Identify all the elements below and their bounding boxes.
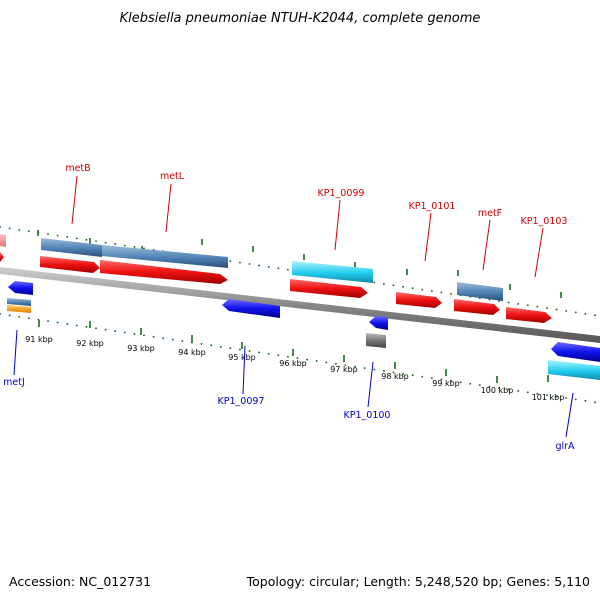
ruler-label: 96 kbp (279, 359, 307, 368)
gene-label-KP1_0103[interactable]: KP1_0103 (521, 216, 568, 227)
bottom-gene-labels: metJ KP1_0097 KP1_0100 glrA (3, 377, 575, 452)
genome-summary-text: Topology: circular; Length: 5,248,520 bp… (246, 574, 590, 589)
ruler-label: 100 kbp (481, 386, 514, 395)
ruler-label: 91 kbp (25, 335, 53, 344)
gene-label-metL[interactable]: metL (160, 171, 185, 182)
gene-label-KP1_0101[interactable]: KP1_0101 (409, 201, 456, 212)
forward-cds-track (0, 252, 552, 323)
ruler-label: 95 kbp (228, 353, 256, 362)
outer-major-ticks (37, 230, 562, 298)
gene-label-metF[interactable]: metF (478, 208, 502, 219)
cds-arrow-KP1_0099[interactable] (290, 279, 368, 298)
gene-label-metB[interactable]: metB (65, 163, 90, 174)
gene-feature-KP1_0099[interactable] (292, 261, 373, 283)
cds-arrow-metL[interactable] (100, 260, 228, 284)
ruler-label: 97 kbp (330, 365, 358, 374)
map-title: Klebsiella pneumoniae NTUH-K2044, comple… (120, 11, 481, 26)
forward-gene-track (0, 234, 503, 301)
gene-feature-metF[interactable] (457, 282, 503, 301)
gene-label-KP1_0099[interactable]: KP1_0099 (318, 188, 365, 199)
ruler-label: 99 kbp (432, 379, 460, 388)
gene-feature-metL[interactable] (102, 245, 228, 268)
gene-label-glrA[interactable]: glrA (555, 441, 575, 452)
cds-arrow-KP1_0101[interactable] (396, 292, 442, 308)
cds-arrow-metJ[interactable] (8, 281, 33, 295)
inner-major-ticks (38, 320, 549, 383)
cds-arrow-metB[interactable] (40, 256, 100, 273)
gene-feature-KP1_0100[interactable] (366, 333, 386, 348)
accession-text: Accession: NC_012731 (9, 574, 151, 589)
cds-arrow-KP1_0097[interactable] (222, 299, 280, 318)
reverse-gene-track (7, 298, 600, 380)
bottom-label-leaders (13, 329, 574, 438)
gene-label-KP1_0097[interactable]: KP1_0097 (218, 396, 265, 407)
top-gene-labels: metB metL KP1_0099 KP1_0101 metF KP1_010… (65, 163, 567, 227)
gene-label-metJ[interactable]: metJ (3, 377, 25, 388)
ruler-label: 98 kbp (381, 372, 409, 381)
ruler-label: 92 kbp (76, 339, 104, 348)
ruler-label: 101 kbp (532, 393, 565, 402)
gene-feature-glrA[interactable] (548, 360, 600, 380)
cds-arrow-KP1_0100[interactable] (369, 316, 388, 330)
cds-arrow-metF[interactable] (454, 299, 500, 315)
gene-feature-metB[interactable] (41, 238, 102, 257)
gene-feature-metJ[interactable] (7, 298, 31, 306)
ruler-label: 93 kbp (127, 344, 155, 353)
cds-arrow-glrA[interactable] (551, 342, 600, 362)
gene-feature-partial[interactable] (0, 234, 6, 247)
reverse-cds-track (8, 281, 600, 362)
gene-label-KP1_0100[interactable]: KP1_0100 (344, 410, 391, 421)
cds-arrow-partial[interactable] (0, 252, 4, 262)
ruler-label: 94 kbp (178, 348, 206, 357)
gene-feature-metJ-orange[interactable] (7, 305, 31, 313)
genome-backbone (0, 267, 600, 343)
top-label-leaders (71, 175, 544, 278)
cds-arrow-KP1_0103[interactable] (506, 307, 552, 323)
kbp-ruler: 91 kbp 92 kbp 93 kbp 94 kbp 95 kbp 96 kb… (25, 335, 564, 402)
